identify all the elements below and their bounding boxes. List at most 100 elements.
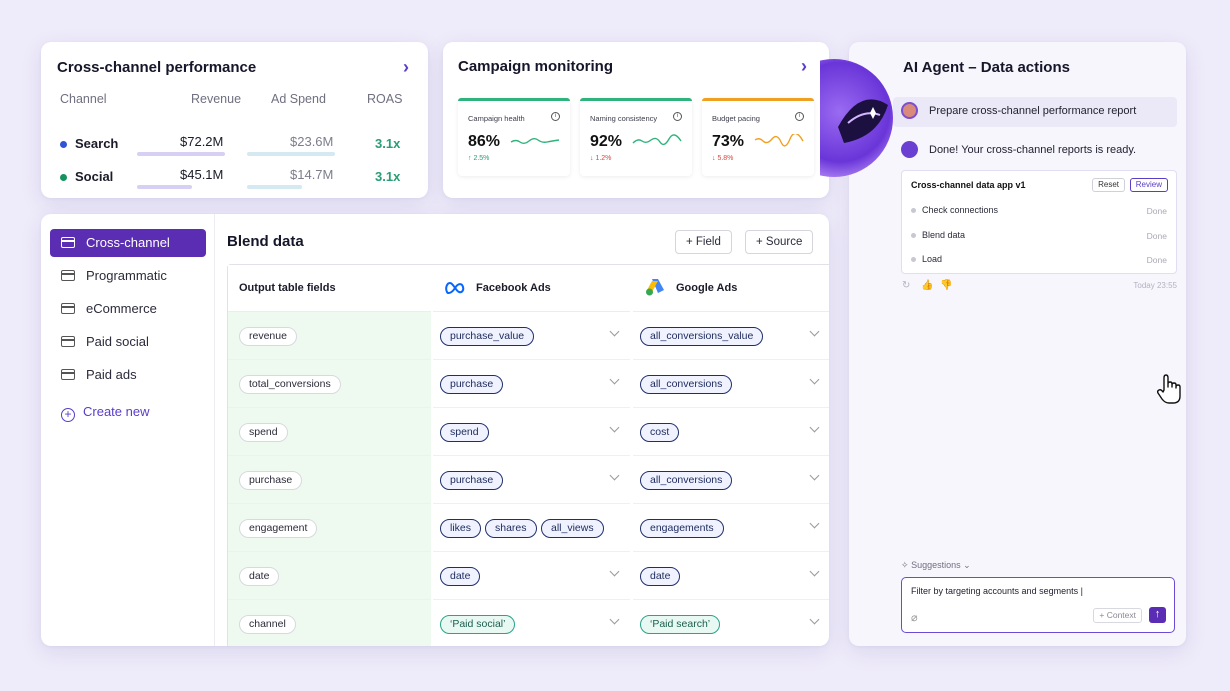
field-chip[interactable]: engagement: [239, 519, 318, 538]
attach-icon[interactable]: ⌀: [911, 612, 918, 624]
field-chip[interactable]: engagements: [640, 519, 724, 538]
sparkle-icon: ✧: [901, 560, 909, 570]
field-chip[interactable]: purchase: [440, 471, 504, 490]
chevron-down-icon[interactable]: [809, 422, 820, 433]
sidebar-item-label: Cross-channel: [86, 235, 170, 250]
table-row[interactable]: all_conversions: [633, 360, 829, 408]
ad-spend-bar: [247, 152, 335, 156]
add-source-button[interactable]: + Source: [745, 230, 814, 254]
sidebar-item-label: Paid ads: [86, 367, 137, 382]
add-field-button[interactable]: + Field: [675, 230, 732, 254]
create-new-button[interactable]: + Create new: [61, 404, 149, 422]
ai-agent-panel: AI Agent – Data actions Prepare cross-ch…: [849, 42, 1186, 646]
chevron-down-icon[interactable]: [609, 326, 620, 337]
field-chip[interactable]: spend: [239, 423, 288, 442]
agent-orb-illustration: [820, 57, 894, 179]
field-chip[interactable]: all_conversions: [640, 471, 733, 490]
step-status: Done: [1146, 206, 1167, 216]
table-row[interactable]: all_conversions_value: [633, 312, 829, 360]
table-row[interactable]: ‘Paid social’: [433, 600, 630, 646]
table-row[interactable]: date: [433, 552, 630, 600]
send-button[interactable]: ↑: [1149, 607, 1166, 623]
sidebar-item-label: Programmatic: [86, 268, 167, 283]
chevron-right-icon[interactable]: ›: [403, 57, 409, 77]
chevron-down-icon[interactable]: [609, 422, 620, 433]
chevron-down-icon[interactable]: [809, 614, 820, 625]
table-row[interactable]: purchase_value: [433, 312, 630, 360]
sidebar-item-cross-channel[interactable]: Cross-channel: [50, 229, 206, 257]
field-chip[interactable]: likes: [440, 519, 482, 538]
sidebar-item-label: eCommerce: [86, 301, 157, 316]
thumbs-up-icon[interactable]: 👍: [921, 280, 934, 291]
suggestions-toggle[interactable]: ✧ Suggestions ⌄: [901, 560, 971, 571]
chat-input-text[interactable]: Filter by targeting accounts and segment…: [911, 586, 1083, 596]
metric-delta: ↑ 2.5%: [468, 155, 490, 162]
ad-spend-value: $23.6M: [290, 134, 334, 149]
window-icon: [61, 270, 75, 281]
metric-card-naming-consistency[interactable]: Naming consistency i 92% ↓ 1.2%: [580, 98, 692, 176]
metric-label: Budget pacing: [712, 114, 760, 123]
field-chip[interactable]: date: [640, 567, 681, 586]
table-row[interactable]: ‘Paid search’: [633, 600, 829, 646]
ad-spend-value: $14.7M: [290, 167, 334, 182]
window-icon: [61, 237, 75, 248]
sidebar-item-programmatic[interactable]: Programmatic: [50, 262, 206, 290]
chat-input[interactable]: Filter by targeting accounts and segment…: [901, 577, 1175, 633]
sidebar-item-ecommerce[interactable]: eCommerce: [50, 295, 206, 323]
chevron-down-icon[interactable]: [609, 566, 620, 577]
field-chip[interactable]: date: [440, 567, 481, 586]
sidebar-item-paid-ads[interactable]: Paid ads: [50, 361, 206, 389]
blend-data-panel: Cross-channel Programmatic eCommerce Pai…: [41, 214, 829, 646]
chevron-down-icon[interactable]: [609, 374, 620, 385]
field-chip[interactable]: purchase: [440, 375, 504, 394]
field-chip[interactable]: ‘Paid social’: [440, 615, 516, 634]
reset-button[interactable]: Reset: [1092, 178, 1125, 192]
user-avatar: [901, 102, 918, 119]
table-row[interactable]: purchase: [433, 360, 630, 408]
chevron-down-icon[interactable]: [809, 470, 820, 481]
field-chip[interactable]: shares: [485, 519, 537, 538]
field-chip[interactable]: all_conversions: [640, 375, 733, 394]
chevron-down-icon[interactable]: [809, 566, 820, 577]
field-chip[interactable]: all_views: [541, 519, 604, 538]
chevron-down-icon[interactable]: [809, 374, 820, 385]
review-button[interactable]: Review: [1129, 178, 1168, 192]
create-new-label: Create new: [83, 404, 150, 419]
field-chip[interactable]: total_conversions: [239, 375, 341, 394]
table-row[interactable]: date: [633, 552, 829, 600]
meta-logo-icon: [445, 281, 465, 294]
table-row[interactable]: all_conversions: [633, 456, 829, 504]
field-chip[interactable]: purchase: [239, 471, 303, 490]
field-chip[interactable]: spend: [440, 423, 489, 442]
info-icon[interactable]: i: [795, 112, 804, 121]
sidebar-item-paid-social[interactable]: Paid social: [50, 328, 206, 356]
table-row[interactable]: purchase: [433, 456, 630, 504]
field-chip[interactable]: all_conversions_value: [640, 327, 764, 346]
info-icon[interactable]: i: [551, 112, 560, 121]
sidebar: Cross-channel Programmatic eCommerce Pai…: [41, 214, 215, 646]
info-icon[interactable]: i: [673, 112, 682, 121]
thumbs-down-icon[interactable]: 👎: [940, 280, 953, 291]
chevron-down-icon[interactable]: [809, 326, 820, 337]
field-chip[interactable]: channel: [239, 615, 296, 634]
refresh-icon[interactable]: ↻: [902, 280, 911, 291]
metric-card-campaign-health[interactable]: Campaign health i 86% ↑ 2.5%: [458, 98, 570, 176]
metric-card-budget-pacing[interactable]: Budget pacing i 73% ↓ 5.8%: [702, 98, 814, 176]
field-chip[interactable]: cost: [640, 423, 680, 442]
table-row[interactable]: cost: [633, 408, 829, 456]
chevron-down-icon[interactable]: [609, 614, 620, 625]
field-chip[interactable]: revenue: [239, 327, 297, 346]
table-row[interactable]: spend: [433, 408, 630, 456]
field-chip[interactable]: ‘Paid search’: [640, 615, 721, 634]
table-row[interactable]: engagements: [633, 504, 829, 552]
chevron-right-icon[interactable]: ›: [801, 56, 807, 76]
column-header-revenue: Revenue: [191, 92, 242, 106]
chevron-down-icon[interactable]: [609, 470, 620, 481]
add-context-button[interactable]: + Context: [1093, 608, 1142, 623]
campaign-monitoring-card: Campaign monitoring › Campaign health i …: [443, 42, 829, 198]
table-row[interactable]: likes shares all_views: [433, 504, 630, 552]
field-chip[interactable]: date: [239, 567, 280, 586]
chevron-down-icon[interactable]: [809, 518, 820, 529]
field-chip[interactable]: purchase_value: [440, 327, 535, 346]
step-status: Done: [1146, 255, 1167, 265]
